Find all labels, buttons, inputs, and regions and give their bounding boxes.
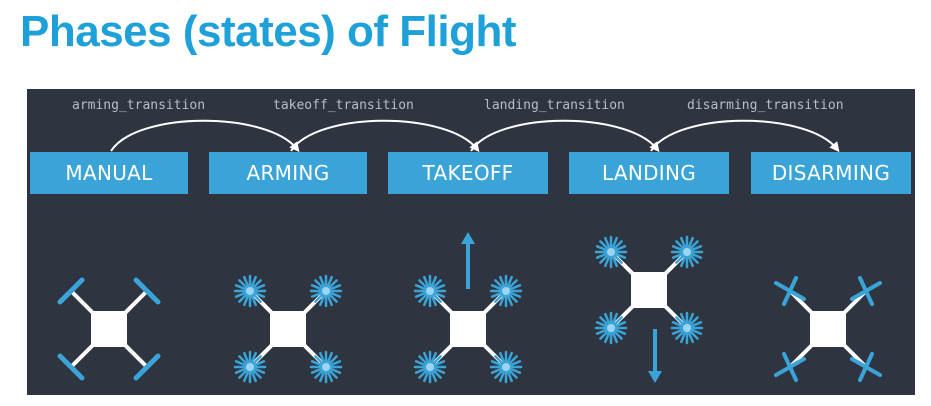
- arrow-landing-to-disarming: [650, 119, 840, 153]
- transition-arrows: [110, 119, 840, 153]
- drone-disarming-icon: [774, 276, 882, 382]
- state-manual: MANUAL: [30, 152, 188, 194]
- transition-label-landing: landing_transition: [484, 98, 625, 113]
- drone-landing-icon: [594, 235, 704, 345]
- state-disarming: DISARMING: [751, 152, 911, 194]
- transition-label-takeoff: takeoff_transition: [273, 98, 414, 113]
- transition-label-arming: arming_transition: [72, 98, 206, 113]
- drones-layer: [57, 232, 882, 384]
- drone-takeoff-icon: [413, 274, 523, 384]
- state-takeoff: TAKEOFF: [388, 152, 548, 194]
- down-arrow-icon: [648, 329, 662, 383]
- drone-manual-icon: [57, 277, 161, 381]
- page-title: Phases (states) of Flight: [20, 7, 517, 56]
- up-arrow-icon: [461, 232, 475, 289]
- arrow-manual-to-arming: [110, 119, 300, 153]
- flight-phases-diagram: arming_transition takeoff_transition lan…: [27, 89, 915, 395]
- drone-arming-icon: [233, 274, 343, 384]
- state-arming: ARMING: [209, 152, 367, 194]
- arrow-arming-to-takeoff: [290, 119, 480, 153]
- state-landing: LANDING: [569, 152, 729, 194]
- transition-label-disarming: disarming_transition: [687, 98, 844, 113]
- arrow-takeoff-to-landing: [470, 119, 660, 153]
